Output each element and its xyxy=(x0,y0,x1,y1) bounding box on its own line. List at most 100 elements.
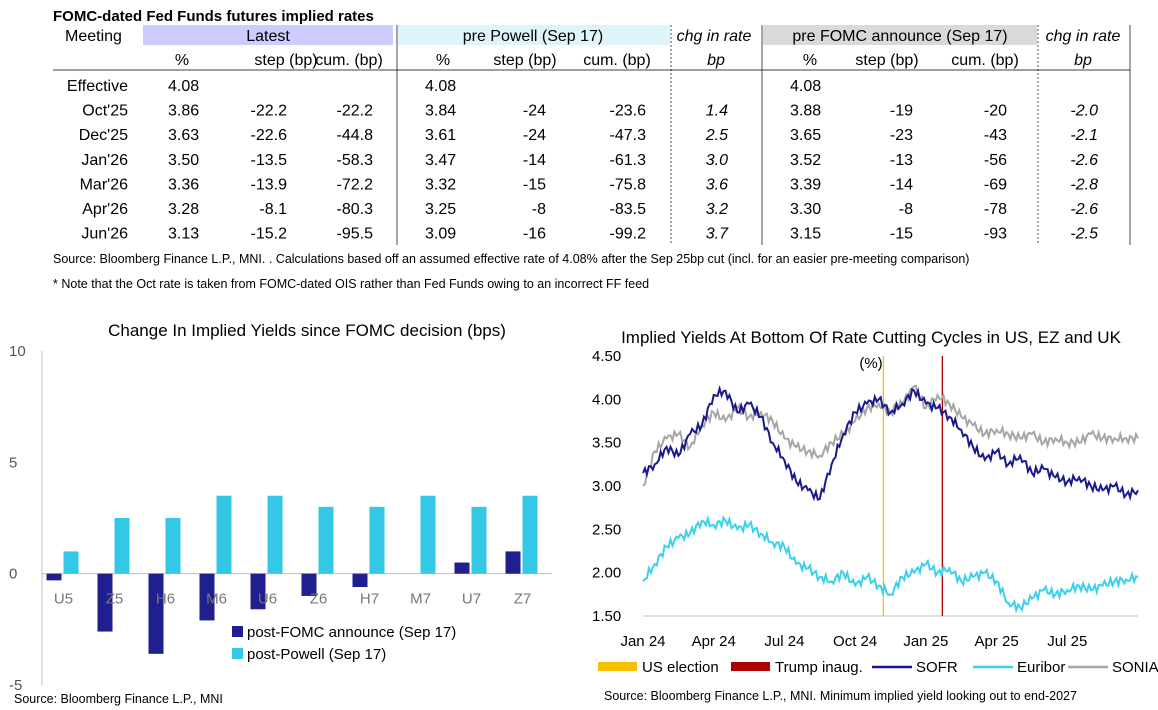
x-tick-label: Apr 25 xyxy=(974,633,1018,650)
x-tick-label: Z6 xyxy=(310,591,328,608)
bar-post-fomc xyxy=(301,573,317,596)
group-chg-2: chg in rate xyxy=(1046,28,1121,45)
column-subheader: cum. (bp) xyxy=(951,52,1019,69)
bar-post-powell xyxy=(267,495,283,574)
table-cell: -95.5 xyxy=(337,226,374,243)
row-label: Apr'26 xyxy=(82,201,128,218)
table-cell: 1.4 xyxy=(706,103,728,120)
legend-swatch xyxy=(232,626,243,637)
bar-post-powell xyxy=(369,506,385,574)
table-cell: -15 xyxy=(523,176,546,193)
row-label: Oct'25 xyxy=(82,103,128,120)
y-tick-label: 0 xyxy=(9,566,17,583)
table-cell: -47.3 xyxy=(610,127,647,144)
table-cell: -22.2 xyxy=(251,103,288,120)
table-cell: 3.25 xyxy=(425,201,456,218)
table-cell: 3.47 xyxy=(425,152,456,169)
x-tick-label: Jul 24 xyxy=(764,633,804,650)
table-cell: -19 xyxy=(890,103,913,120)
table-cell: 3.61 xyxy=(425,127,456,144)
x-tick-label: H7 xyxy=(360,591,379,608)
table-cell: 3.50 xyxy=(168,152,199,169)
series-line-euribor xyxy=(642,514,1139,614)
x-tick-label: U5 xyxy=(54,591,73,608)
meeting-header: Meeting xyxy=(65,28,122,45)
table-cell: -16 xyxy=(523,226,546,243)
table-cell: -56 xyxy=(984,152,1007,169)
table-cell: 4.08 xyxy=(790,78,821,95)
pre-powell-header-bg xyxy=(398,25,670,45)
table-source: Source: Bloomberg Finance L.P., MNI. . C… xyxy=(53,252,969,266)
table-cell: 3.0 xyxy=(706,152,728,169)
y-tick-label: -5 xyxy=(9,677,22,694)
pre-fomc-header-bg xyxy=(763,25,1037,45)
table-cell: 3.86 xyxy=(168,103,199,120)
table-cell: -13.9 xyxy=(251,176,288,193)
table-cell: -2.6 xyxy=(1070,201,1098,218)
table-cell: 3.6 xyxy=(706,176,728,193)
bar-post-fomc xyxy=(97,573,113,632)
table-cell: -2.1 xyxy=(1070,127,1098,144)
legend-label: post-FOMC announce (Sep 17) xyxy=(247,624,456,641)
series-line-sonia xyxy=(642,384,1139,487)
table-cell: -80.3 xyxy=(337,201,374,218)
bar-post-powell xyxy=(471,506,487,574)
bar-post-powell xyxy=(420,495,436,574)
column-subheader: step (bp) xyxy=(493,52,556,69)
y-tick-label: 4.00 xyxy=(592,391,621,408)
column-subheader: step (bp) xyxy=(254,52,317,69)
table-cell: 3.63 xyxy=(168,127,199,144)
table-cell: 3.52 xyxy=(790,152,821,169)
y-tick-label: 5 xyxy=(9,454,17,471)
line-chart-title: Implied Yields At Bottom Of Rate Cutting… xyxy=(621,328,1121,347)
table-cell: -99.2 xyxy=(610,226,647,243)
legend-label: SOFR xyxy=(916,659,958,676)
table-cell: 3.88 xyxy=(790,103,821,120)
x-tick-label: Z7 xyxy=(514,591,532,608)
y-tick-label: 3.50 xyxy=(592,435,621,452)
group-pre-fomc: pre FOMC announce (Sep 17) xyxy=(792,28,1007,45)
y-tick-label: 3.00 xyxy=(592,478,621,495)
table-cell: -78 xyxy=(984,201,1007,218)
table-cell: 3.65 xyxy=(790,127,821,144)
table-cell: -58.3 xyxy=(337,152,374,169)
column-subheader: step (bp) xyxy=(855,52,918,69)
bar-post-fomc xyxy=(505,551,521,574)
x-tick-label: U6 xyxy=(258,591,277,608)
x-tick-label: M7 xyxy=(410,591,431,608)
table-cell: -14 xyxy=(890,176,913,193)
x-tick-label: Jan 24 xyxy=(620,633,665,650)
table-note: * Note that the Oct rate is taken from F… xyxy=(53,277,649,291)
table-cell: 3.09 xyxy=(425,226,456,243)
row-label: Jan'26 xyxy=(81,152,128,169)
table-cell: -22.2 xyxy=(337,103,374,120)
table-cell: 3.30 xyxy=(790,201,821,218)
table-cell: -2.6 xyxy=(1070,152,1098,169)
bar-post-powell xyxy=(318,506,334,574)
legend-swatch xyxy=(598,662,637,671)
bar-post-powell xyxy=(114,518,130,574)
bar-post-powell xyxy=(165,518,181,574)
bar-post-fomc xyxy=(454,562,470,574)
x-tick-label: Apr 24 xyxy=(692,633,736,650)
y-axis-label: (%) xyxy=(859,355,882,372)
table-cell: -44.8 xyxy=(337,127,374,144)
bar-post-fomc xyxy=(250,573,266,610)
table-cell: 3.13 xyxy=(168,226,199,243)
table-cell: 3.7 xyxy=(706,226,729,243)
table-cell: 3.2 xyxy=(706,201,728,218)
table-cell: -15 xyxy=(890,226,913,243)
table-cell: 4.08 xyxy=(168,78,199,95)
table-cell: 3.15 xyxy=(790,226,821,243)
y-tick-label: 2.50 xyxy=(592,521,621,538)
row-label: Jun'26 xyxy=(81,226,128,243)
bar-post-fomc xyxy=(199,573,215,621)
table-cell: -8 xyxy=(532,201,546,218)
table-cell: -2.5 xyxy=(1070,226,1098,243)
bar-chart: Change In Implied Yields since FOMC deci… xyxy=(9,321,552,706)
x-tick-label: U7 xyxy=(462,591,481,608)
table-cell: -83.5 xyxy=(610,201,647,218)
table-cell: 4.08 xyxy=(425,78,456,95)
legend-label: post-Powell (Sep 17) xyxy=(247,646,386,663)
